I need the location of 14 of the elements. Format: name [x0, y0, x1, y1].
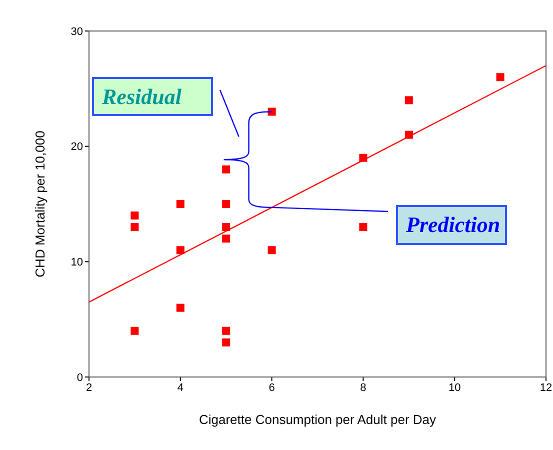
annotation: Residual — [92, 77, 213, 116]
x-tick-label: 2 — [86, 382, 92, 394]
x-tick-label: 6 — [268, 382, 275, 394]
x-tick-label: 10 — [448, 382, 461, 394]
x-tick-label: 12 — [540, 382, 552, 394]
y-tick-label: 30 — [70, 26, 83, 38]
y-tick-label: 0 — [76, 372, 83, 384]
y-tick-label: 10 — [70, 256, 83, 269]
x-tick-label: 4 — [177, 382, 184, 394]
x-tick-label: 8 — [360, 382, 366, 394]
annotation: Prediction — [396, 205, 507, 245]
y-axis-title: CHD Mortality per 10,000 — [32, 130, 48, 278]
x-axis-title: Cigarette Consumption per Adult per Day — [198, 412, 437, 427]
y-tick-label: 20 — [70, 141, 83, 154]
